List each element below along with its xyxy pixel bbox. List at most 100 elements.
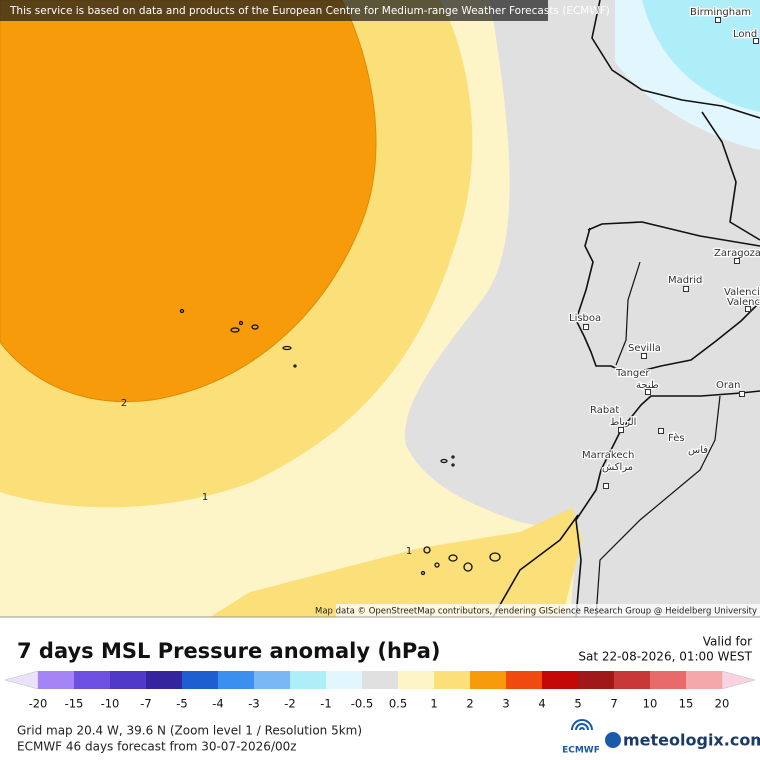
colorbar-tick-label: -3 (248, 697, 259, 711)
place-marker (715, 17, 721, 23)
colorbar-segment (434, 671, 470, 689)
colorbar-tick-label: -10 (101, 697, 120, 711)
place-marker (645, 389, 651, 395)
attribution: Map data © OpenStreetMap contributors, r… (315, 607, 757, 617)
place-label: Lond (733, 29, 757, 40)
place-label: Lisboa (569, 313, 601, 324)
notice-bg (0, 0, 548, 21)
colorbar-tick-label: -5 (176, 697, 187, 711)
place-label-arabic: طنجة (636, 380, 659, 391)
ecmwf-logo-text: ECMWF (562, 746, 600, 756)
coastline (701, 111, 760, 241)
place-label: Valenc (727, 297, 760, 308)
colorbar-tick-label: 0.5 (389, 697, 407, 711)
colorbar-end-right (721, 670, 756, 690)
colorbar-tick-label: -15 (65, 697, 84, 711)
colorbar-tick-label: -7 (140, 697, 151, 711)
place-marker (618, 427, 624, 433)
place-marker (603, 483, 609, 489)
colorbar-segment (686, 671, 722, 689)
meteologix-icon (605, 732, 621, 748)
place-marker (683, 286, 689, 292)
colorbar-tick-label: -1 (320, 697, 331, 711)
place-label: Fès (668, 432, 685, 444)
colorbar-tick-label: -0.5 (351, 697, 373, 711)
colorbar-tick-label: 4 (538, 697, 545, 711)
valid-time: Sat 22-08-2026, 01:00 WEST (578, 650, 752, 664)
colorbar-segment (506, 671, 542, 689)
colorbar-tick-label: 20 (715, 697, 730, 711)
colorbar-tick-label: 2 (466, 697, 473, 711)
colorbar-segment (470, 671, 506, 689)
place-label: Oran (716, 380, 740, 391)
border (595, 395, 721, 618)
colorbar-segment (254, 671, 290, 689)
place-marker (734, 258, 740, 264)
coastline (591, 0, 760, 119)
place-label: Sevilla (628, 343, 661, 354)
colorbar-end-left (4, 670, 39, 690)
ecmwf-icon (571, 719, 593, 731)
colorbar-tick-label: 1 (430, 697, 437, 711)
colorbar-segment (542, 671, 578, 689)
anomaly-field-yellow-south (210, 508, 582, 617)
coastline (492, 514, 579, 618)
anomaly-field-orange (0, 0, 377, 403)
place-label-arabic: فاس (688, 445, 708, 456)
contour-label: 2 (121, 398, 127, 409)
colorbar-segment (398, 671, 434, 689)
place-marker (739, 391, 745, 397)
place-label-arabic: الرباط (610, 417, 636, 428)
place-label: Valencia (724, 287, 760, 298)
colorbar-tick-label: 3 (502, 697, 509, 711)
colorbar-tick-label: 10 (643, 697, 658, 711)
colorbar-tick-label: 7 (610, 697, 617, 711)
border (615, 261, 641, 366)
contour-label: 1 (202, 492, 208, 503)
place-marker (583, 324, 589, 330)
ecmwf-logo: ECMWF (562, 719, 600, 756)
colorbar-segment (650, 671, 686, 689)
anomaly-field-neutral (405, 0, 760, 617)
place-label: Marrakech (582, 450, 634, 461)
colorbar-segment (290, 671, 326, 689)
notice: This service is based on data and produc… (9, 5, 610, 17)
colorbar-segment (326, 671, 362, 689)
colorbar-tick-label: -4 (212, 697, 223, 711)
colorbar: -20 -15 -10 -7 -5 -4 -3 -2 -1 -0.5 0.5 1 2 3 4 5 7 10 15 20 (4, 670, 756, 711)
colorbar-tick-label: 15 (679, 697, 694, 711)
colorbar-tick-label: 5 (574, 697, 581, 711)
colorbar-segment (182, 671, 218, 689)
colorbar-segment (614, 671, 650, 689)
anomaly-field-blue (642, 0, 760, 112)
colorbar-tick-label: -20 (29, 697, 48, 711)
meteologix-logo: meteologix.com (623, 731, 760, 750)
islands (179, 308, 501, 576)
place-marker (658, 428, 664, 434)
valid-label: Valid for (703, 635, 752, 649)
coastline (575, 390, 760, 618)
place-label: Tanger (615, 368, 650, 379)
coastline (575, 227, 760, 374)
legend-title: 7 days MSL Pressure anomaly (hPa) (17, 639, 441, 663)
forecast-info: ECMWF 46 days forecast from 30-07-2026/0… (17, 740, 297, 754)
place-label: Madrid (668, 275, 702, 286)
colorbar-segment (578, 671, 614, 689)
place-marker (641, 353, 647, 359)
map: Birmingham Lond Zaragoza Madrid ValenciaVale… (0, 0, 760, 618)
colorbar-segment (362, 671, 398, 689)
place-label-arabic: مراكش (602, 462, 633, 473)
place-label: Zaragoza (714, 248, 760, 259)
colorbar-segment (38, 671, 74, 689)
place-label: Rabat (590, 405, 619, 416)
place-marker (753, 38, 759, 44)
colorbar-segment (74, 671, 110, 689)
colorbar-segment (110, 671, 146, 689)
place-label: Birmingham (690, 7, 751, 18)
contour-label: 1 (406, 546, 412, 557)
colorbar-segment (218, 671, 254, 689)
grid-info: Grid map 20.4 W, 39.6 N (Zoom level 1 / … (17, 724, 362, 738)
coastline (587, 221, 760, 247)
colorbar-tick-label: -2 (284, 697, 295, 711)
